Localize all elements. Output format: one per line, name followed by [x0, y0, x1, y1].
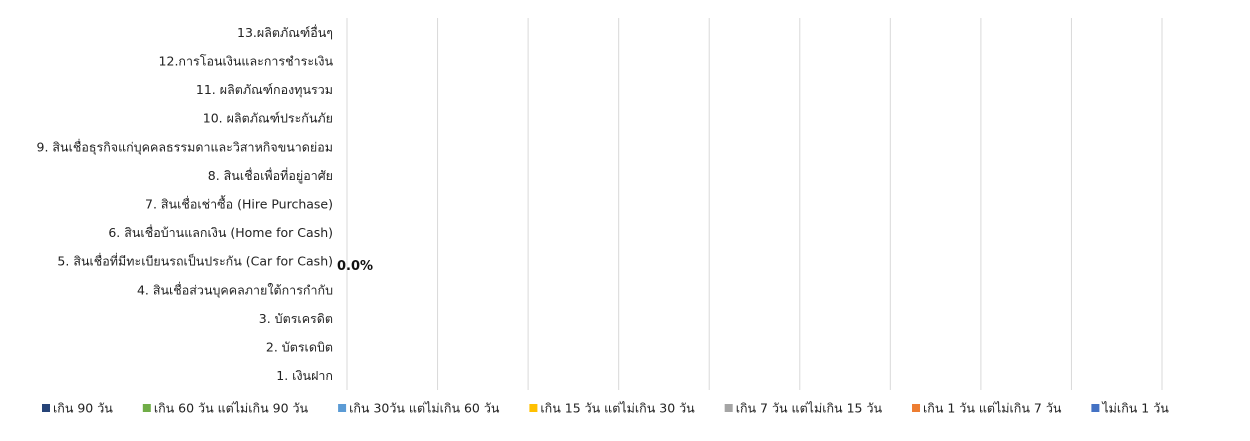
legend-item: เกิน 60 วัน แต่ไม่เกิน 90 วัน — [142, 401, 309, 416]
legend-swatch — [1091, 404, 1100, 412]
legend-label: เกิน 15 วัน แต่ไม่เกิน 30 วัน — [540, 401, 695, 416]
legend-swatch — [338, 404, 347, 412]
legend-swatch — [42, 404, 50, 412]
category-label: 1. เงินฝาก — [276, 368, 333, 383]
category-label: 4. สินเชื่อส่วนบุคคลภายใต้การกำกับ — [137, 281, 333, 298]
legend-label: ไม่เกิน 1 วัน — [1101, 401, 1169, 416]
category-label: 10. ผลิตภัณฑ์ประกันภัย — [203, 111, 333, 126]
data-labels: 0.0% — [337, 259, 373, 274]
category-label: 11. ผลิตภัณฑ์กองทุนรวม — [196, 82, 333, 98]
legend-item: เกิน 1 วัน แต่ไม่เกิน 7 วัน — [912, 401, 1062, 416]
legend-label: เกิน 1 วัน แต่ไม่เกิน 7 วัน — [923, 401, 1062, 416]
category-label: 9. สินเชื่อธุรกิจแก่บุคคลธรรมดาและวิสาหก… — [37, 138, 333, 155]
category-label: 3. บัตรเครดิต — [259, 311, 333, 326]
legend-label: เกิน 60 วัน แต่ไม่เกิน 90 วัน — [154, 401, 309, 416]
legend-item: เกิน 7 วัน แต่ไม่เกิน 15 วัน — [724, 401, 883, 416]
legend-label: เกิน 7 วัน แต่ไม่เกิน 15 วัน — [736, 401, 883, 416]
legend-item: เกิน 30วัน แต่ไม่เกิน 60 วัน — [338, 401, 500, 416]
category-label: 2. บัตรเดบิต — [266, 340, 333, 355]
category-label: 8. สินเชื่อเพื่อที่อยู่อาศัย — [208, 167, 333, 184]
category-label: 6. สินเชื่อบ้านแลกเงิน (Home for Cash) — [108, 224, 333, 240]
legend-item: เกิน 90 วัน — [42, 401, 113, 416]
category-label: 12.การโอนเงินและการชำระเงิน — [159, 53, 334, 68]
category-label: 5. สินเชื่อที่มีทะเบียนรถเป็นประกัน (Car… — [57, 253, 333, 269]
legend-swatch — [912, 404, 921, 412]
legend-swatch — [142, 404, 151, 412]
legend-label: เกิน 30วัน แต่ไม่เกิน 60 วัน — [349, 401, 500, 416]
legend-item: เกิน 15 วัน แต่ไม่เกิน 30 วัน — [529, 401, 695, 416]
legend-swatch — [724, 404, 733, 412]
category-label: 13.ผลิตภัณฑ์อื่นๆ — [237, 24, 333, 40]
category-labels: 1. เงินฝาก 2. บัตรเดบิต 3. บัตรเครดิต 4. สิ… — [37, 24, 334, 383]
legend-item: ไม่เกิน 1 วัน — [1091, 401, 1169, 416]
legend-swatch — [529, 404, 538, 412]
category-label: 7. สินเชื่อเช่าซื้อ (Hire Purchase) — [145, 195, 333, 212]
legend-label: เกิน 90 วัน — [53, 401, 113, 416]
gridlines — [346, 18, 1163, 390]
data-label: 0.0% — [337, 259, 373, 274]
legend: เกิน 90 วัน เกิน 60 วัน แต่ไม่เกิน 90 วัน… — [42, 401, 1169, 416]
